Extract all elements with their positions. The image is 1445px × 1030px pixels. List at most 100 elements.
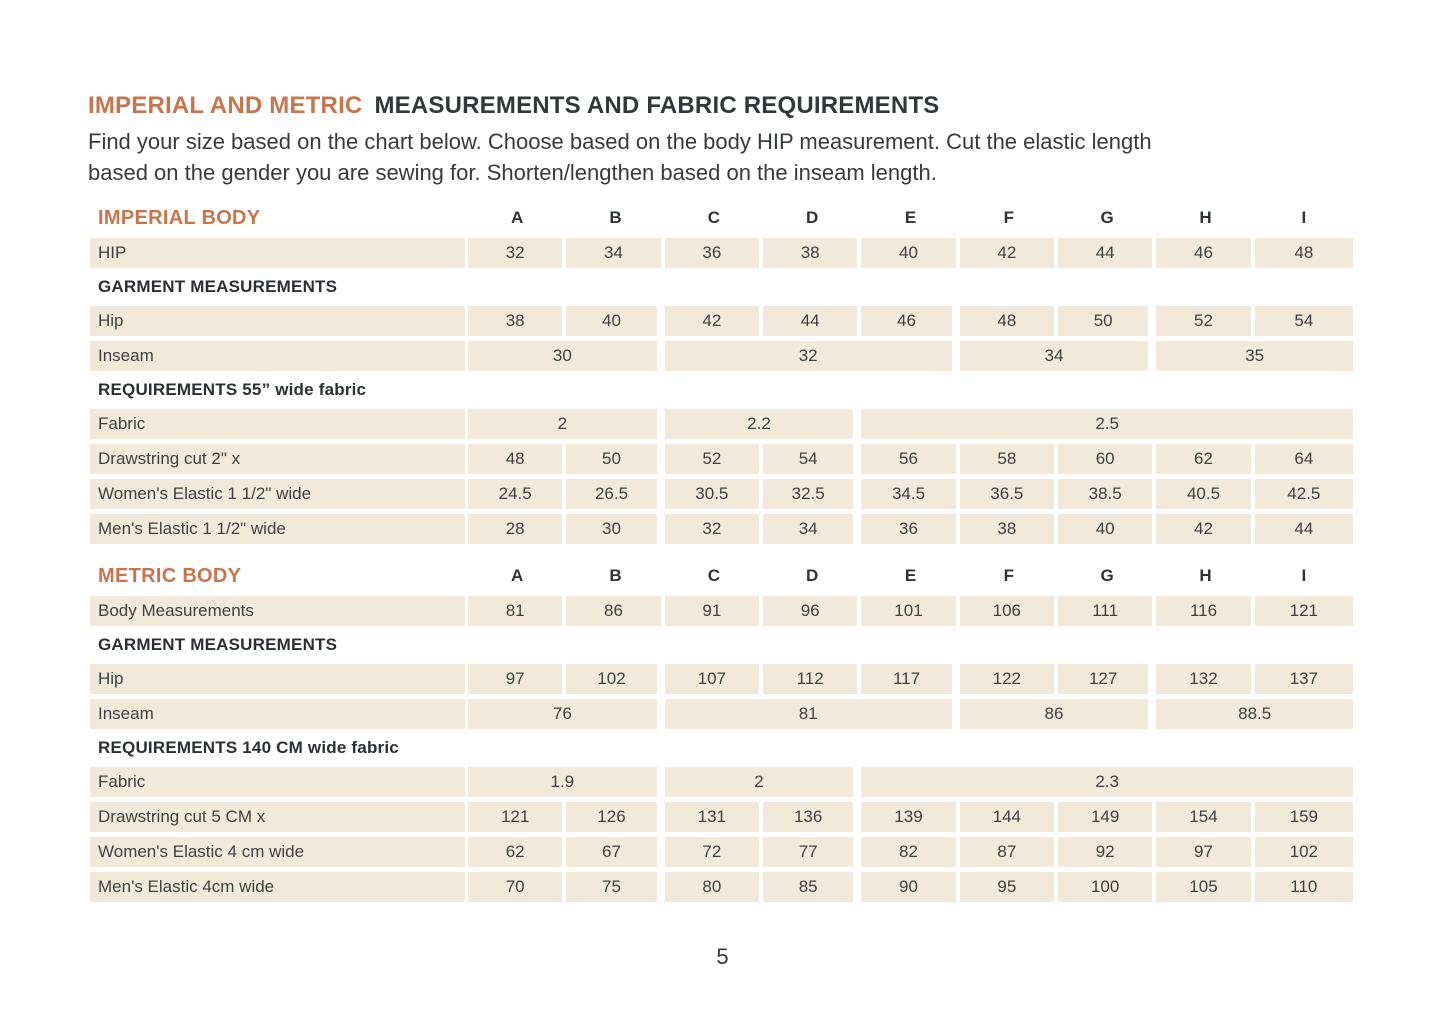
table-cell: 62: [1156, 444, 1251, 474]
table-cell: 2.3: [861, 767, 1353, 797]
table-cell: 42: [1156, 514, 1251, 544]
table-cell: 38.5: [1058, 479, 1153, 509]
table-cell: 38: [468, 306, 563, 336]
table-cell: 54: [1254, 306, 1353, 336]
table-cell: 95: [959, 872, 1054, 902]
size-column-letter: H: [1199, 566, 1212, 585]
table-row: Drawstring cut 2" x 48 50 52 54 56 58 60 62 64: [90, 444, 1353, 474]
table-cell: 144: [959, 802, 1054, 832]
table-section-header: REQUIREMENTS 140 CM wide fabric: [98, 738, 399, 757]
size-column-letter: D: [806, 566, 819, 585]
row-cells: 70 75 80 85 90 95 100 105 110: [468, 872, 1353, 902]
page-title: IMPERIAL AND METRIC MEASUREMENTS AND FABR…: [88, 92, 1368, 120]
table-cell: 70: [468, 872, 563, 902]
table-cell: 2: [468, 409, 657, 439]
table-row: Fabric 1.9 2 2.3: [90, 767, 1353, 797]
size-letter-columns: A B C D E F G H I: [468, 208, 1353, 228]
row-cells: 121 126 131 136 139 144 149 154 159: [468, 802, 1353, 832]
size-table-header-row: IMPERIAL BODY A B C D E F G H I: [90, 202, 1353, 234]
size-table-header-row: METRIC BODY A B C D E F G H I: [90, 560, 1353, 592]
table-cell: 86: [959, 699, 1149, 729]
row-cells: 76 81 86 88.5: [468, 699, 1353, 729]
table-row: Fabric 2 2.2 2.5: [90, 409, 1353, 439]
table-cell: 2: [664, 767, 854, 797]
table-cell: 159: [1254, 802, 1353, 832]
size-column-letter: G: [1100, 208, 1114, 227]
table-cell: 107: [664, 664, 759, 694]
table-cell: 30.5: [664, 479, 759, 509]
row-cells: 24.5 26.5 30.5 32.5 34.5 36.5 38.5 40.5 42.5: [468, 479, 1353, 509]
table-cell: 52: [664, 444, 759, 474]
table-cell: 46: [1156, 238, 1251, 268]
size-column-letter: A: [511, 566, 524, 585]
table-cell: 77: [763, 837, 854, 867]
table-cell: 36: [664, 238, 759, 268]
row-label: Body Measurements: [90, 596, 465, 626]
table-cell: 116: [1156, 596, 1251, 626]
row-label: Men's Elastic 4cm wide: [90, 872, 465, 902]
table-cell: 90: [861, 872, 956, 902]
table-row: Hip 97 102 107 112 117 122 127 132 137: [90, 664, 1353, 694]
row-label: Inseam: [90, 699, 465, 729]
row-label: Women's Elastic 1 1/2" wide: [90, 479, 465, 509]
page-number: 5: [716, 944, 729, 969]
size-column-letter: G: [1100, 566, 1114, 585]
table-cell: 24.5: [468, 479, 563, 509]
table-cell: 126: [566, 802, 657, 832]
size-column-letter: F: [1003, 208, 1015, 227]
size-column-letter: E: [904, 566, 917, 585]
table-cell: 40.5: [1156, 479, 1251, 509]
table-cell: 28: [468, 514, 563, 544]
table-cell: 132: [1156, 664, 1251, 694]
table-cell: 32: [468, 238, 563, 268]
table-cell: 91: [664, 596, 759, 626]
table-cell: 44: [763, 306, 858, 336]
row-label: Fabric: [90, 409, 465, 439]
table-cell: 112: [763, 664, 858, 694]
table-cell: 131: [664, 802, 759, 832]
table-cell: 87: [959, 837, 1054, 867]
size-column-letter: F: [1003, 566, 1015, 585]
table-cell: 40: [861, 238, 956, 268]
table-cell: 75: [566, 872, 657, 902]
row-label: HIP: [90, 238, 465, 268]
table-cell: 50: [1058, 306, 1149, 336]
table-cell: 2.2: [664, 409, 854, 439]
size-column-letter: C: [707, 208, 720, 227]
table-cell: 40: [1058, 514, 1153, 544]
table-cell: 48: [468, 444, 563, 474]
table-row: HIP 32 34 36 38 40 42 44 46 48: [90, 238, 1353, 268]
table-cell: 62: [468, 837, 563, 867]
size-column-letter: C: [707, 566, 720, 585]
table-cell: 76: [468, 699, 657, 729]
table-cell: 117: [861, 664, 952, 694]
table-cell: 34: [566, 238, 661, 268]
table-cell: 50: [566, 444, 657, 474]
row-label: Hip: [90, 306, 465, 336]
table-cell: 105: [1156, 872, 1251, 902]
table-row: Women's Elastic 1 1/2" wide 24.5 26.5 30.5 3…: [90, 479, 1353, 509]
table-cell: 110: [1254, 872, 1353, 902]
row-cells: 30 32 34 35: [468, 341, 1353, 371]
row-label: Drawstring cut 5 CM x: [90, 802, 465, 832]
table-cell: 2.5: [861, 409, 1353, 439]
table-cell: 100: [1058, 872, 1153, 902]
size-column-letter: A: [511, 208, 524, 227]
table-cell: 36.5: [959, 479, 1054, 509]
table-cell: 32.5: [763, 479, 854, 509]
table-cell: 26.5: [566, 479, 657, 509]
table-cell: 30: [468, 341, 657, 371]
table-cell: 121: [1254, 596, 1353, 626]
table-cell: 137: [1254, 664, 1353, 694]
table-row: Men's Elastic 4cm wide 70 75 80 85 90 95 100 105…: [90, 872, 1353, 902]
table-cell: 34: [763, 514, 854, 544]
table-cell: 42: [664, 306, 759, 336]
row-cells: 28 30 32 34 36 38 40 42 44: [468, 514, 1353, 544]
row-label: Hip: [90, 664, 465, 694]
table-cell: 106: [959, 596, 1054, 626]
table-cell: 36: [861, 514, 956, 544]
table-cell: 42.5: [1254, 479, 1353, 509]
table-cell: 32: [664, 341, 952, 371]
table-cell: 139: [861, 802, 956, 832]
